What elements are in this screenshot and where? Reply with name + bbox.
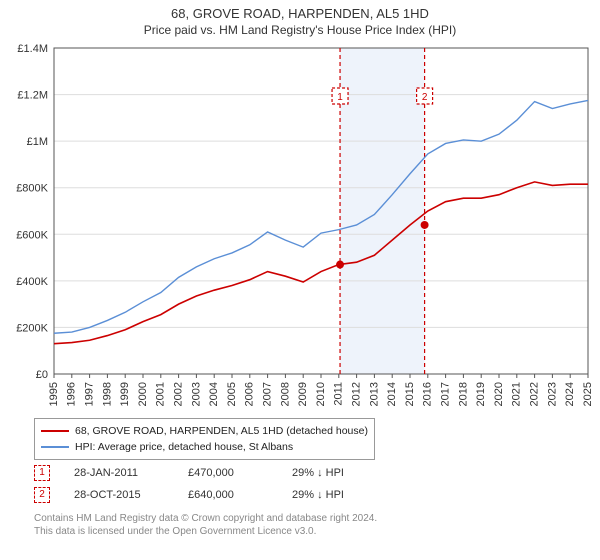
footer-line: This data is licensed under the Open Gov…: [34, 525, 377, 538]
svg-text:2022: 2022: [529, 382, 541, 406]
svg-text:2004: 2004: [208, 382, 220, 406]
footer-line: Contains HM Land Registry data © Crown c…: [34, 512, 377, 525]
svg-text:1996: 1996: [66, 382, 78, 406]
svg-text:£1.4M: £1.4M: [17, 43, 48, 55]
marker-price: £470,000: [188, 462, 268, 484]
svg-text:2006: 2006: [244, 382, 256, 406]
svg-text:£1.2M: £1.2M: [17, 90, 48, 102]
svg-text:1: 1: [337, 92, 343, 103]
svg-text:2008: 2008: [279, 382, 291, 406]
marker-badge: 2: [34, 487, 50, 503]
svg-text:2021: 2021: [511, 382, 523, 406]
legend-label: 68, GROVE ROAD, HARPENDEN, AL5 1HD (deta…: [75, 423, 368, 439]
chart-area: £0 £200K £400K £600K £800K £1M £1.2M £1.4M 1995 1…: [0, 42, 600, 412]
marker-badge: 1: [34, 465, 50, 481]
legend-label: HPI: Average price, detached house, St A…: [75, 439, 293, 455]
svg-text:2024: 2024: [564, 382, 576, 406]
svg-text:2003: 2003: [190, 382, 202, 406]
marker-delta: 29% ↓ HPI: [292, 484, 382, 506]
line-chart-svg: £0 £200K £400K £600K £800K £1M £1.2M £1.4M 1995 1…: [0, 42, 600, 412]
svg-text:2002: 2002: [173, 382, 185, 406]
chart-title: 68, GROVE ROAD, HARPENDEN, AL5 1HD: [0, 0, 600, 21]
svg-text:1999: 1999: [119, 382, 131, 406]
svg-text:1998: 1998: [101, 382, 113, 406]
chart-subtitle: Price paid vs. HM Land Registry's House …: [0, 21, 600, 41]
footer-attribution: Contains HM Land Registry data © Crown c…: [34, 512, 377, 538]
svg-text:2020: 2020: [493, 382, 505, 406]
svg-text:2: 2: [422, 92, 428, 103]
svg-text:2001: 2001: [155, 382, 167, 406]
legend-swatch: [41, 446, 69, 448]
svg-text:£600K: £600K: [16, 229, 48, 241]
svg-text:2000: 2000: [137, 382, 149, 406]
svg-text:2009: 2009: [297, 382, 309, 406]
svg-text:2025: 2025: [582, 382, 594, 406]
legend-row: HPI: Average price, detached house, St A…: [41, 439, 368, 455]
svg-text:£800K: £800K: [16, 183, 48, 195]
marker-table: 1 28-JAN-2011 £470,000 29% ↓ HPI 2 28-OC…: [34, 462, 382, 506]
svg-text:2007: 2007: [262, 382, 274, 406]
svg-text:£400K: £400K: [16, 276, 48, 288]
svg-text:£1M: £1M: [27, 136, 48, 148]
marker-row: 1 28-JAN-2011 £470,000 29% ↓ HPI: [34, 462, 382, 484]
svg-text:2014: 2014: [386, 382, 398, 406]
svg-text:2018: 2018: [457, 382, 469, 406]
chart-container: 68, GROVE ROAD, HARPENDEN, AL5 1HD Price…: [0, 0, 600, 560]
svg-text:£0: £0: [36, 369, 48, 381]
svg-text:2023: 2023: [546, 382, 558, 406]
legend: 68, GROVE ROAD, HARPENDEN, AL5 1HD (deta…: [34, 418, 375, 460]
svg-text:2016: 2016: [422, 382, 434, 406]
svg-text:1997: 1997: [84, 382, 96, 406]
legend-row: 68, GROVE ROAD, HARPENDEN, AL5 1HD (deta…: [41, 423, 368, 439]
svg-text:2015: 2015: [404, 382, 416, 406]
svg-text:2011: 2011: [333, 382, 345, 406]
svg-text:2019: 2019: [475, 382, 487, 406]
svg-text:2013: 2013: [368, 382, 380, 406]
svg-text:2005: 2005: [226, 382, 238, 406]
marker-row: 2 28-OCT-2015 £640,000 29% ↓ HPI: [34, 484, 382, 506]
legend-swatch: [41, 430, 69, 432]
marker-date: 28-JAN-2011: [74, 462, 164, 484]
svg-text:£200K: £200K: [16, 322, 48, 334]
svg-text:2012: 2012: [351, 382, 363, 406]
svg-text:2010: 2010: [315, 382, 327, 406]
marker-date: 28-OCT-2015: [74, 484, 164, 506]
svg-text:1995: 1995: [48, 382, 60, 406]
svg-text:2017: 2017: [440, 382, 452, 406]
marker-price: £640,000: [188, 484, 268, 506]
marker-delta: 29% ↓ HPI: [292, 462, 382, 484]
